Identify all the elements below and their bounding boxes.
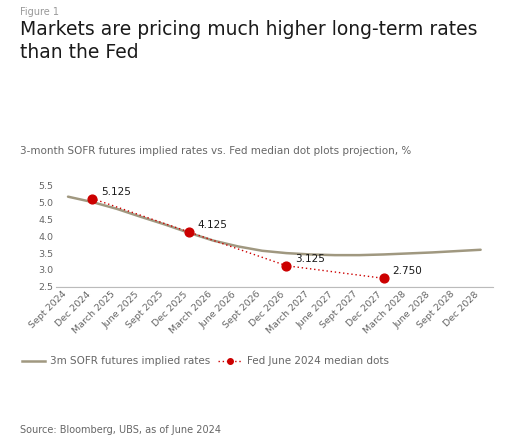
Point xyxy=(282,262,291,269)
Legend: 3m SOFR futures implied rates, Fed June 2024 median dots: 3m SOFR futures implied rates, Fed June … xyxy=(22,357,389,366)
Text: 2.750: 2.750 xyxy=(392,266,422,276)
Text: Figure 1: Figure 1 xyxy=(20,7,59,17)
Text: 4.125: 4.125 xyxy=(198,220,228,230)
Point xyxy=(379,275,388,282)
Text: 3-month SOFR futures implied rates vs. Fed median dot plots projection, %: 3-month SOFR futures implied rates vs. F… xyxy=(20,146,411,155)
Text: 3.125: 3.125 xyxy=(295,254,325,264)
Text: 5.125: 5.125 xyxy=(101,186,131,197)
Text: Markets are pricing much higher long-term rates
than the Fed: Markets are pricing much higher long-ter… xyxy=(20,20,478,62)
Text: Source: Bloomberg, UBS, as of June 2024: Source: Bloomberg, UBS, as of June 2024 xyxy=(20,425,221,435)
Point xyxy=(88,195,97,202)
Point xyxy=(185,228,194,236)
